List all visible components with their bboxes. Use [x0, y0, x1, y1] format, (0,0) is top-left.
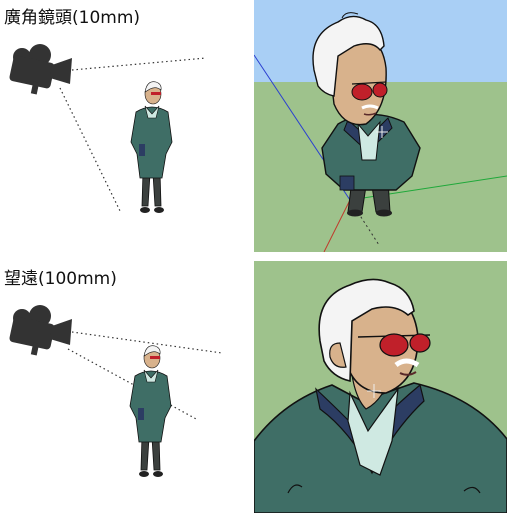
section-label-tele: 望遠(100mm) — [4, 269, 117, 289]
standing-man-figure — [129, 345, 172, 477]
video-camera-icon — [9, 305, 72, 356]
left-diagram — [9, 44, 223, 477]
video-camera-icon — [9, 44, 72, 95]
man-large-figure — [312, 12, 421, 217]
telephoto-viewport[interactable] — [254, 261, 507, 513]
man-closeup-figure — [254, 278, 507, 513]
section-label-wide: 廣角鏡頭(10mm) — [4, 8, 141, 28]
standing-man-figure — [130, 81, 173, 213]
wide-angle-viewport[interactable] — [254, 0, 507, 252]
